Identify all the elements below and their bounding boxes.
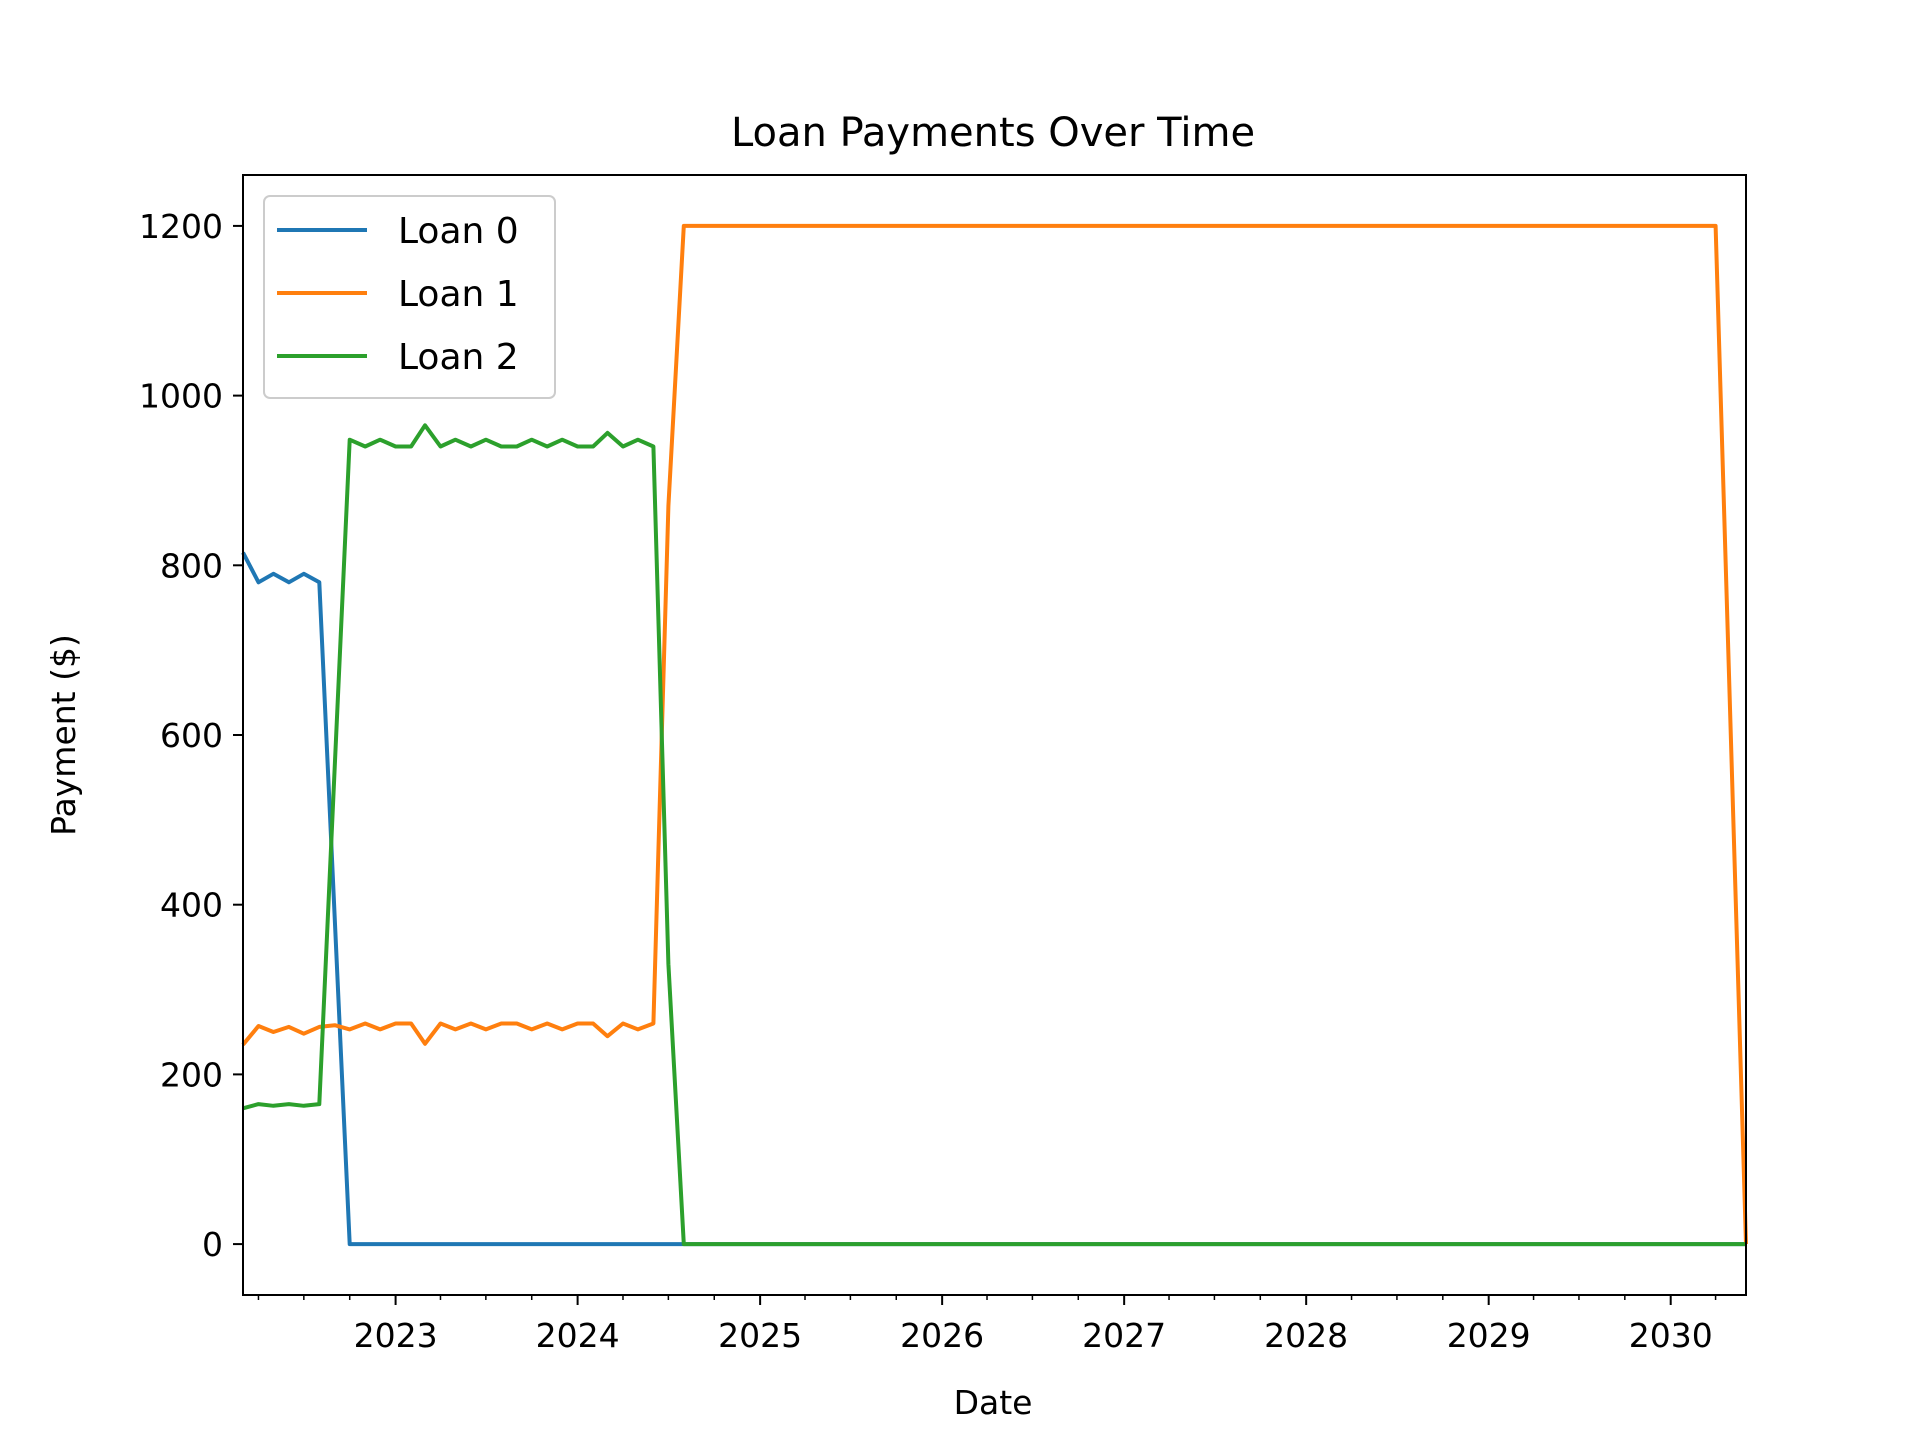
x-tick-label-2025: 2025 (718, 1316, 802, 1355)
plot-lines (241, 223, 1748, 1247)
y-axis-ticks: 0 200 400 600 800 1000 1200 (139, 207, 243, 1264)
x-tick-label-2026: 2026 (900, 1316, 984, 1355)
legend-label-loan-1: Loan 1 (398, 274, 519, 315)
x-tick-label-2030: 2030 (1629, 1316, 1713, 1355)
y-tick-label-600: 600 (160, 716, 223, 755)
legend-label-loan-2: Loan 2 (398, 337, 519, 378)
x-tick-label-2023: 2023 (354, 1316, 438, 1355)
legend-box (263, 195, 556, 399)
y-tick-label-800: 800 (160, 546, 223, 585)
y-tick-label-0: 0 (202, 1225, 223, 1264)
legend: Loan 0 Loan 1 Loan 2 (263, 195, 556, 399)
x-tick-label-2024: 2024 (536, 1316, 620, 1355)
y-tick-label-200: 200 (160, 1055, 223, 1094)
series-line-loan-2 (242, 423, 1746, 1247)
x-tick-label-2028: 2028 (1264, 1316, 1348, 1355)
y-axis-label: Payment ($) (44, 634, 83, 836)
x-tick-label-2027: 2027 (1082, 1316, 1166, 1355)
x-axis-ticks: 2023 2024 2025 2026 2027 2028 2029 2030 (257, 1295, 1717, 1355)
legend-label-loan-0: Loan 0 (398, 211, 519, 252)
y-tick-label-1000: 1000 (139, 377, 223, 416)
x-axis-label: Date (954, 1383, 1033, 1422)
series-line-loan-0 (241, 551, 1746, 1247)
plot-frame (242, 174, 1747, 1296)
y-tick-label-400: 400 (160, 886, 223, 925)
y-tick-label-1200: 1200 (139, 207, 223, 246)
chart-title: Loan Payments Over Time (731, 110, 1255, 156)
x-tick-label-2029: 2029 (1447, 1316, 1531, 1355)
